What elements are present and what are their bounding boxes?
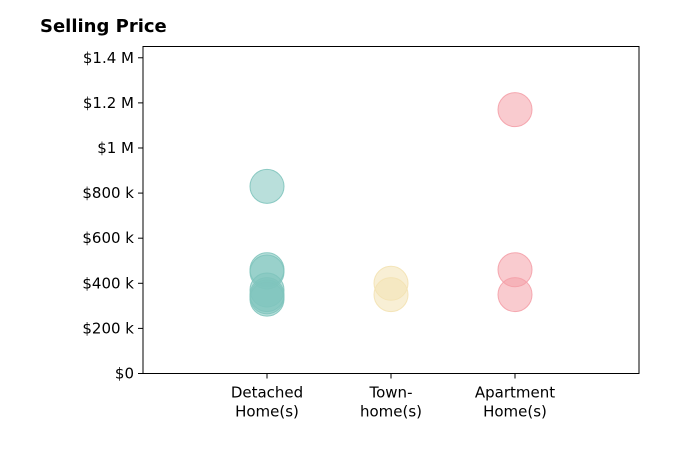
points-layer <box>249 92 533 317</box>
x-tick-label: Detached Home(s) <box>231 384 303 421</box>
y-tick-label: $1.2 M <box>83 94 134 112</box>
y-tick-label: $1.4 M <box>83 49 134 67</box>
data-point <box>373 277 409 313</box>
data-point <box>497 277 533 313</box>
chart-title: Selling Price <box>40 16 167 37</box>
data-point <box>497 92 533 128</box>
y-tick-label: $0 <box>115 365 134 383</box>
y-axis: $0 $200 k $400 k $600 k $800 k $1 M $1.2 M $1.4… <box>82 49 143 383</box>
y-tick-label: $800 k <box>82 184 134 202</box>
y-tick-label: $200 k <box>82 319 134 337</box>
y-tick-label: $600 k <box>82 229 134 247</box>
x-tick-label: Apartment Home(s) <box>475 384 555 421</box>
data-point <box>249 281 285 317</box>
y-tick-label: $1 M <box>97 139 134 157</box>
x-axis: Detached Home(s) Town-home(s) Apartment Home… <box>231 373 555 421</box>
x-tick-label: Town-home(s) <box>360 384 422 421</box>
y-tick-label: $400 k <box>82 274 134 292</box>
plot-frame <box>142 46 640 374</box>
data-point <box>249 168 285 204</box>
